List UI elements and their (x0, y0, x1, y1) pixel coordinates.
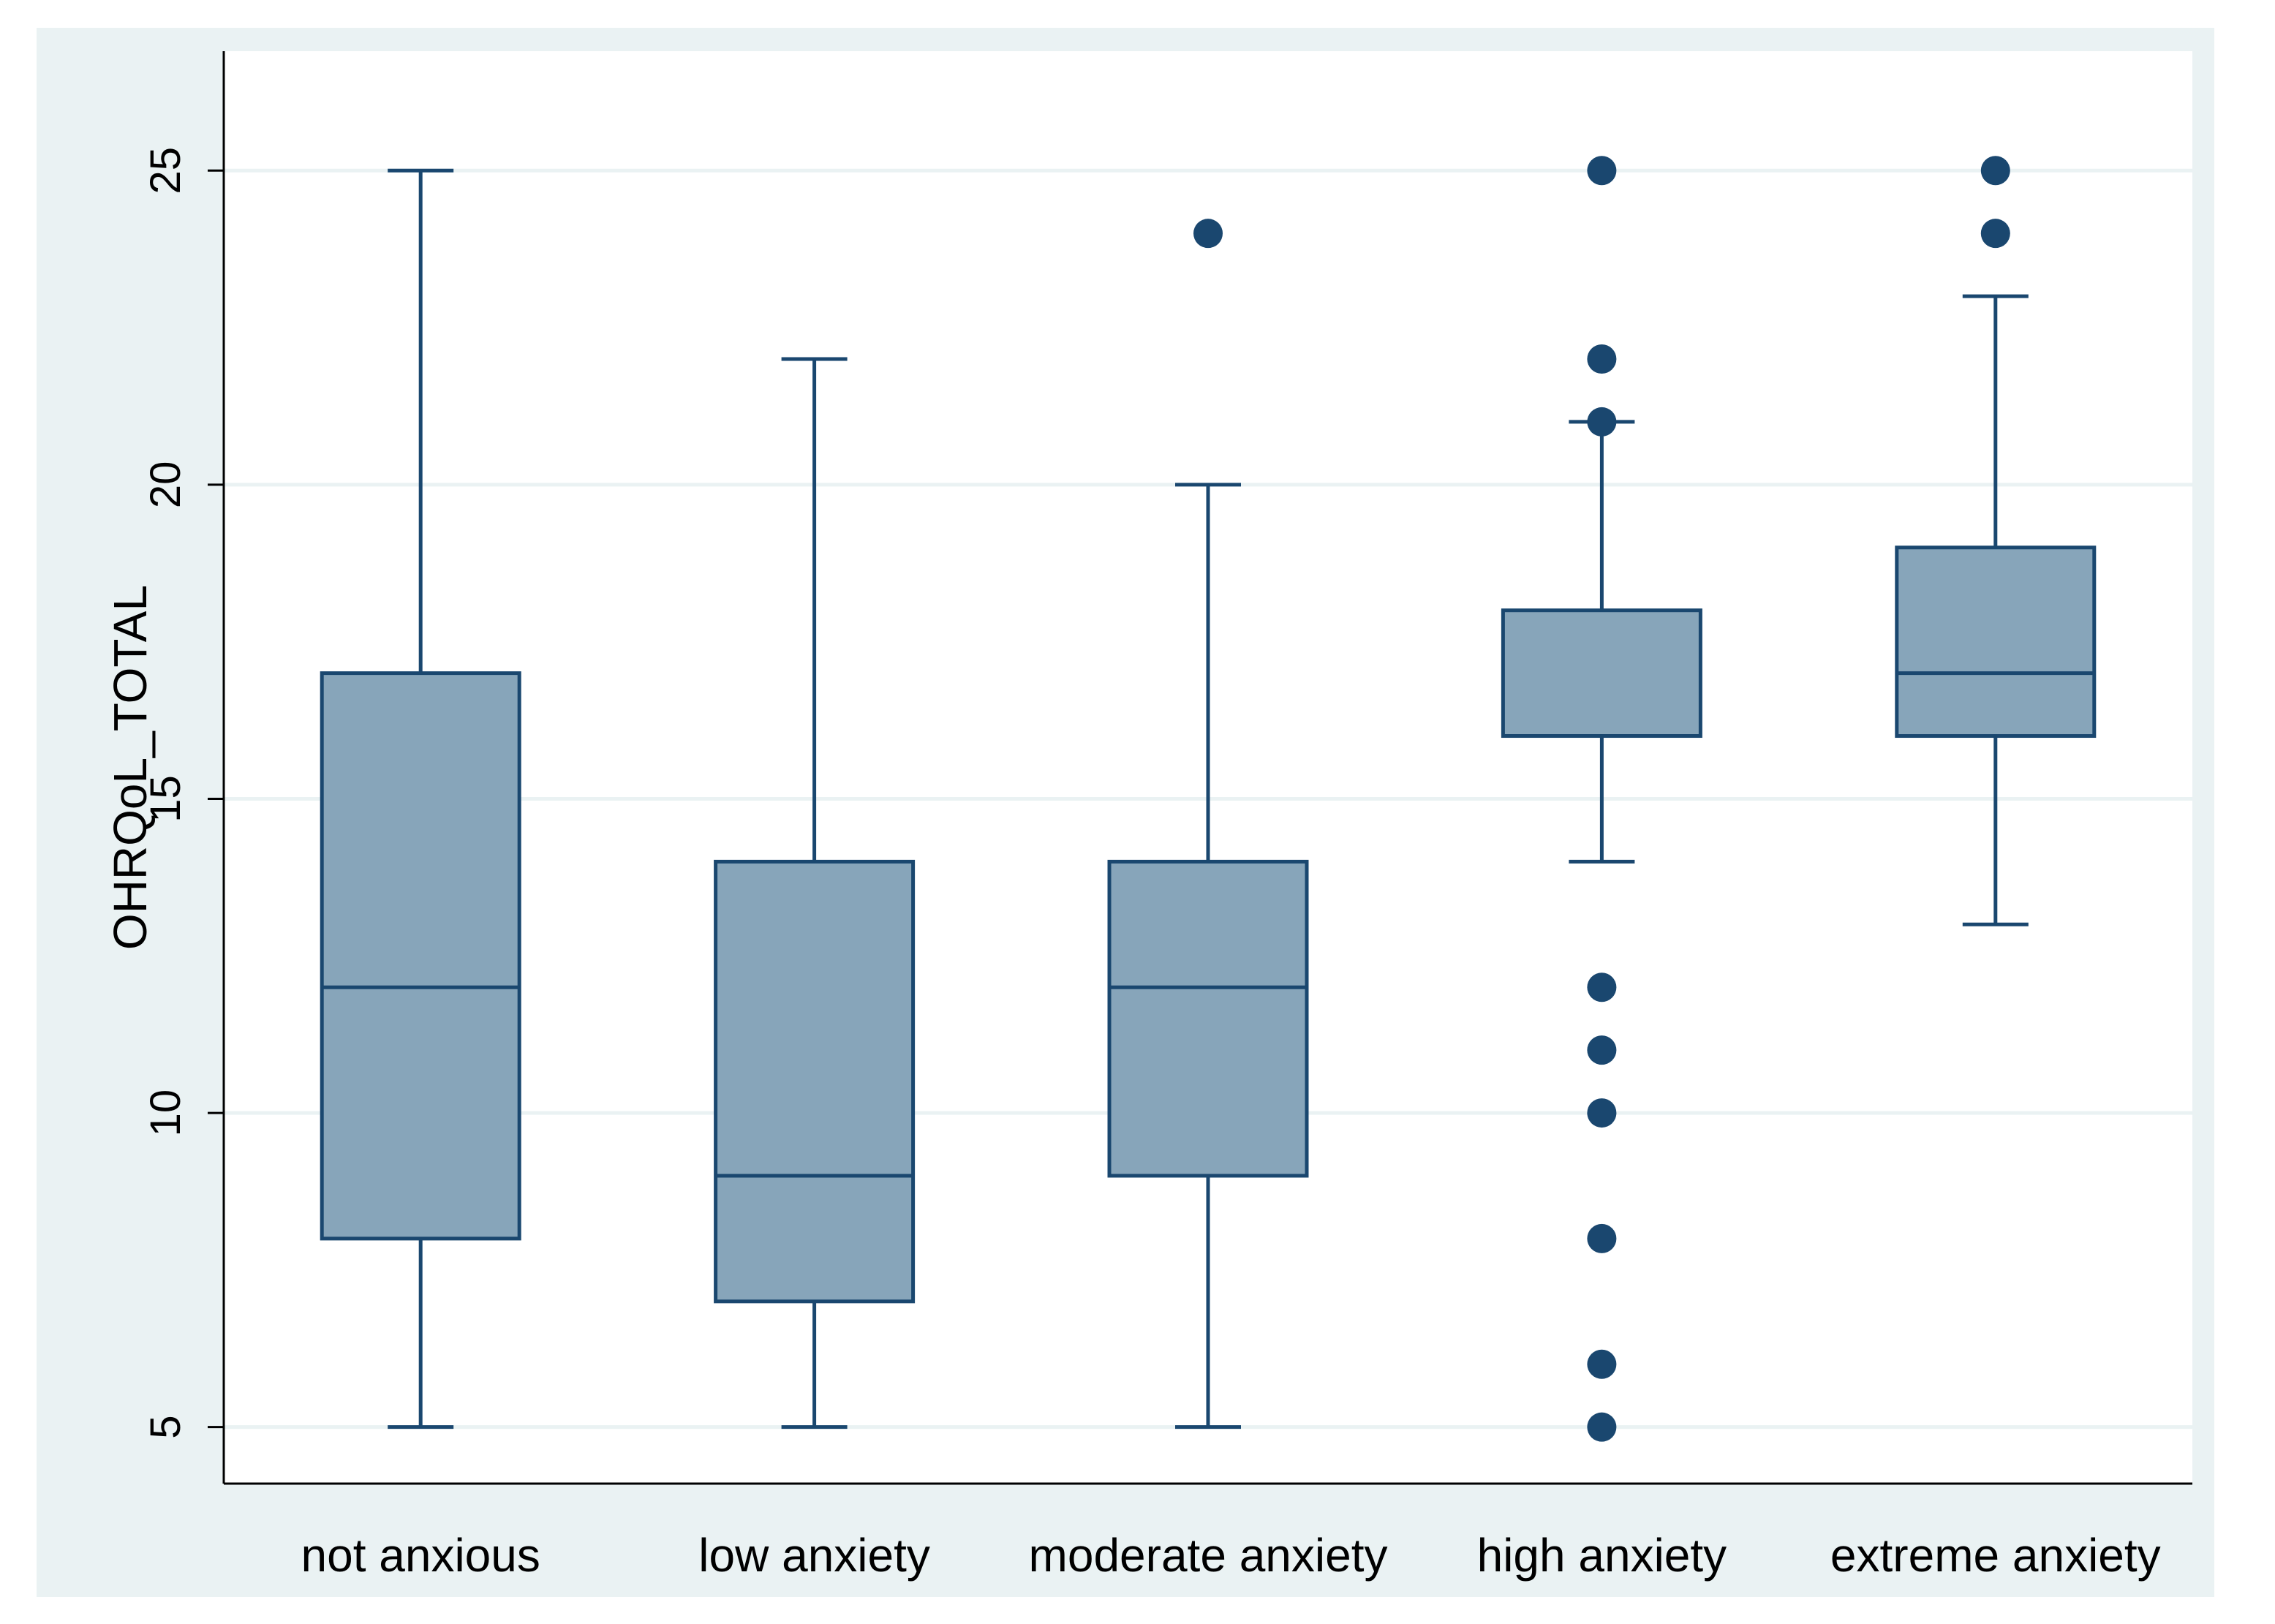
box-moderate-anxiety (1107, 219, 1309, 1430)
outlier-point (1587, 156, 1617, 186)
outlier-point (1587, 1223, 1617, 1253)
boxes (320, 156, 2097, 1442)
x-tick-label: not anxious (301, 1529, 540, 1582)
outlier-point (1587, 972, 1617, 1002)
outlier-point (1587, 1098, 1617, 1128)
outlier-point (1980, 219, 2010, 249)
y-tick-label: 20 (142, 461, 189, 509)
box-plot-chart: 5 10 15 20 25 not anxious low anxiety moderate… (104, 51, 2192, 1582)
outlier-point (1587, 344, 1617, 374)
outlier-point (1587, 1349, 1617, 1379)
iqr-box (714, 859, 916, 1304)
y-axis-label: OHRQoL_TOTAL (104, 585, 156, 950)
outlier-point (1587, 1035, 1617, 1065)
x-axis-tick-labels: not anxious low anxiety moderate anxiety hi… (301, 1529, 2161, 1582)
y-axis-ticks: 5 10 15 20 25 (142, 147, 224, 1439)
y-tick-label: 5 (142, 1416, 189, 1439)
y-tick-label: 25 (142, 147, 189, 194)
chart-frame: 5 10 15 20 25 not anxious low anxiety moderate… (37, 28, 2214, 1597)
iqr-box (320, 671, 521, 1241)
iqr-box (1107, 859, 1309, 1178)
x-tick-label: extreme anxiety (1830, 1529, 2161, 1582)
y-tick-label: 15 (142, 775, 189, 823)
box-low-anxiety (714, 357, 916, 1430)
x-tick-label: moderate anxiety (1029, 1529, 1388, 1582)
iqr-box (1895, 545, 2097, 739)
outlier-point (1587, 1412, 1617, 1442)
y-tick-label: 10 (142, 1089, 189, 1137)
box-not-anxious (320, 168, 521, 1430)
box-extreme-anxiety (1895, 156, 2097, 926)
outlier-point (1980, 156, 2010, 186)
outlier-point (1193, 219, 1223, 249)
outlier-point (1587, 407, 1617, 437)
iqr-box (1501, 608, 1702, 739)
x-tick-label: high anxiety (1477, 1529, 1727, 1582)
x-tick-label: low anxiety (698, 1529, 930, 1582)
box-high-anxiety (1501, 156, 1702, 1442)
